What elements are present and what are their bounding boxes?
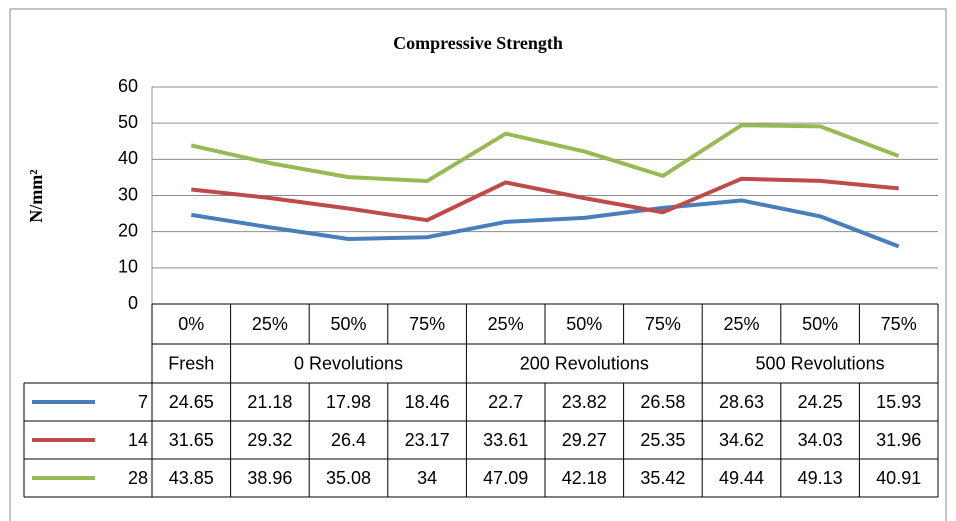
table-value: 21.18 (247, 392, 292, 412)
group-label: 0 Revolutions (294, 353, 403, 373)
table-value: 18.46 (405, 392, 450, 412)
table-value: 22.7 (488, 392, 523, 412)
y-tick-label: 10 (118, 257, 138, 277)
x-tick-label: 75% (409, 314, 445, 334)
table-value: 17.98 (326, 392, 371, 412)
table-value: 29.27 (562, 430, 607, 450)
x-tick-label: 25% (488, 314, 524, 334)
table-value: 25.35 (640, 430, 685, 450)
x-tick-label: 75% (881, 314, 917, 334)
y-tick-label: 60 (118, 76, 138, 96)
x-tick-label: 0% (178, 314, 204, 334)
table-value: 49.13 (798, 468, 843, 488)
y-axis-label: N/mm² (26, 169, 46, 222)
y-tick-label: 0 (128, 293, 138, 313)
legend-label: 7 (138, 392, 148, 412)
table-value: 42.18 (562, 468, 607, 488)
group-label: Fresh (168, 353, 214, 373)
table-value: 26.58 (640, 392, 685, 412)
y-tick-label: 40 (118, 148, 138, 168)
table-value: 40.91 (876, 468, 921, 488)
x-tick-label: 75% (645, 314, 681, 334)
table-value: 26.4 (331, 430, 366, 450)
table-value: 28.63 (719, 392, 764, 412)
y-tick-label: 50 (118, 112, 138, 132)
table-value: 34 (417, 468, 437, 488)
table-value: 34.62 (719, 430, 764, 450)
x-tick-label: 50% (802, 314, 838, 334)
table-value: 29.32 (247, 430, 292, 450)
table-value: 23.82 (562, 392, 607, 412)
chart-border (9, 8, 947, 521)
y-tick-label: 20 (118, 220, 138, 240)
chart-title: Compressive Strength (393, 33, 563, 53)
series-line (190, 198, 900, 249)
x-tick-label: 50% (566, 314, 602, 334)
table-value: 47.09 (483, 468, 528, 488)
table-value: 24.65 (169, 392, 214, 412)
group-label: 500 Revolutions (756, 353, 885, 373)
legend-label: 14 (128, 430, 148, 450)
x-tick-label: 25% (723, 314, 759, 334)
table-value: 38.96 (247, 468, 292, 488)
x-tick-label: 25% (252, 314, 288, 334)
y-tick-label: 30 (118, 184, 138, 204)
table-value: 33.61 (483, 430, 528, 450)
table-value: 15.93 (876, 392, 921, 412)
table-value: 49.44 (719, 468, 764, 488)
legend-label: 28 (128, 468, 148, 488)
table-value: 24.25 (798, 392, 843, 412)
table-value: 43.85 (169, 468, 214, 488)
series-line (190, 123, 900, 184)
table-value: 31.96 (876, 430, 921, 450)
table-value: 23.17 (405, 430, 450, 450)
table-value: 35.42 (640, 468, 685, 488)
table-value: 34.03 (798, 430, 843, 450)
group-label: 200 Revolutions (520, 353, 649, 373)
table-value: 35.08 (326, 468, 371, 488)
table-value: 31.65 (169, 430, 214, 450)
series-line (191, 176, 899, 223)
x-tick-label: 50% (330, 314, 366, 334)
